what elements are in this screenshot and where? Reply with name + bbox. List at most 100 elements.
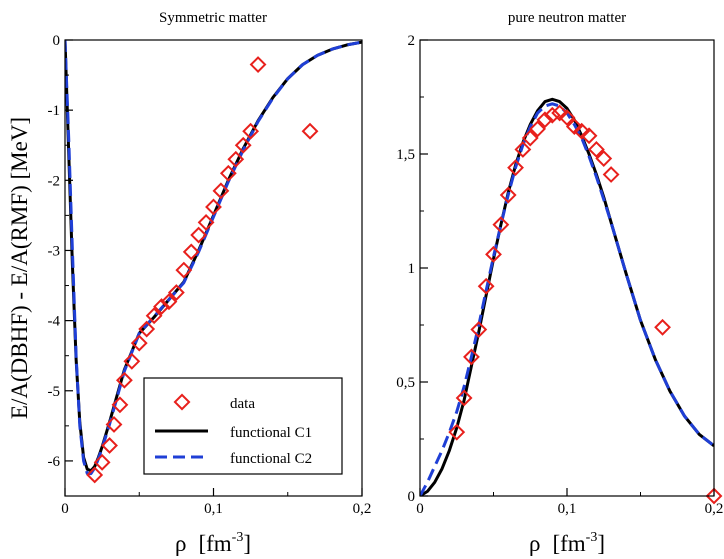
data-point-neutron <box>580 127 598 145</box>
chart-panel-neutron: pure neutron matter 0 0,1 0,2 0 0,5 1 1,5 2 ρ [… <box>396 10 723 556</box>
data-point-neutron <box>499 186 517 204</box>
data-point-neutron <box>529 120 547 138</box>
data-point-symmetric <box>93 453 111 471</box>
y-tick-label-symmetric-3: -3 <box>48 243 61 259</box>
chart-panel-symmetric: Symmetric matter 0 0,1 0,2 0 -1 -2 -3 -4 -5 -6 ρ… <box>48 10 372 556</box>
data-point-neutron <box>551 104 569 122</box>
y-axis-label: E/A(DBHF) - E/A(RMF) [MeV] <box>7 117 32 419</box>
data-point-symmetric <box>190 226 208 244</box>
y-tick-label-symmetric-0: 0 <box>53 33 61 49</box>
plot-frame-symmetric <box>64 39 363 497</box>
legend-data-marker <box>173 393 191 411</box>
y-tick-label-neutron-1: 0,5 <box>396 375 415 391</box>
data-point-neutron <box>448 423 466 441</box>
data-point-neutron <box>536 111 554 129</box>
x-axis-label-unit-symmetric: [fm <box>198 531 231 556</box>
legend-data-label: data <box>230 396 255 412</box>
x-axis-ticks-neutron: 0 0,1 0,2 <box>416 488 723 517</box>
y-tick-label-neutron-3: 1,5 <box>396 147 415 163</box>
series-lines-neutron <box>420 97 714 496</box>
y-axis-ticks-symmetric: 0 -1 -2 -3 -4 -5 -6 <box>48 33 73 470</box>
y-tick-label-neutron-0: 0 <box>408 489 416 505</box>
data-point-symmetric <box>242 122 260 140</box>
data-point-neutron <box>587 141 605 158</box>
data-point-neutron <box>477 277 495 295</box>
data-point-symmetric <box>105 416 123 433</box>
x-axis-ticks-symmetric: 0 0,1 0,2 <box>61 488 371 517</box>
data-point-neutron <box>595 150 613 167</box>
x-tick-label-symmetric-0: 0 <box>61 501 69 517</box>
legend-c2-label: functional C2 <box>230 451 312 467</box>
x-tick-label-neutron-0: 0 <box>416 501 424 517</box>
data-point-symmetric <box>205 198 222 216</box>
x-tick-label-symmetric-1: 0,1 <box>204 501 223 517</box>
legend-c1-label: functional C1 <box>230 425 312 441</box>
data-points-neutron <box>448 104 723 505</box>
data-point-symmetric <box>115 371 133 389</box>
data-point-symmetric <box>197 213 215 231</box>
data-points-symmetric <box>86 56 319 484</box>
data-point-symmetric <box>145 307 163 325</box>
series-line-neutron-c1 <box>420 97 714 496</box>
x-axis-label-close-symmetric: ] <box>243 531 251 556</box>
data-point-neutron <box>463 348 480 366</box>
data-point-symmetric <box>234 136 252 154</box>
data-point-neutron <box>521 129 539 147</box>
x-axis-label-symmetric: ρ [fm-3] <box>175 530 251 556</box>
y-tick-label-symmetric-1: -1 <box>48 103 61 119</box>
y-tick-label-symmetric-6: -6 <box>48 454 61 470</box>
x-axis-label-exp-neutron: -3 <box>586 530 598 545</box>
data-point-neutron <box>573 122 591 140</box>
data-point-symmetric <box>138 320 156 338</box>
data-point-neutron <box>602 166 620 183</box>
y-tick-label-symmetric-5: -5 <box>48 384 61 400</box>
data-point-symmetric <box>249 56 267 73</box>
data-point-symmetric <box>123 352 141 370</box>
x-axis-label-rho-neutron: ρ <box>529 531 540 556</box>
data-point-symmetric <box>101 437 118 454</box>
data-point-symmetric <box>153 298 170 315</box>
x-axis-label-rho-symmetric: ρ <box>175 531 186 556</box>
data-point-neutron <box>558 109 576 126</box>
x-tick-label-neutron-2: 0,2 <box>705 501 724 517</box>
x-axis-label-unit-neutron: [fm <box>552 531 585 556</box>
y-tick-label-symmetric-2: -2 <box>48 173 61 189</box>
data-point-symmetric <box>182 243 200 261</box>
y-tick-label-symmetric-4: -4 <box>48 314 61 330</box>
x-tick-label-symmetric-2: 0,2 <box>353 501 372 517</box>
series-lines-symmetric <box>65 40 362 476</box>
x-tick-label-neutron-1: 0,1 <box>558 501 577 517</box>
x-axis-label-close-neutron: ] <box>597 531 605 556</box>
data-point-symmetric <box>175 261 193 279</box>
data-point-neutron <box>470 321 488 338</box>
series-line-neutron-c2 <box>420 102 714 496</box>
legend: data functional C1 functional C2 <box>143 377 343 475</box>
data-point-symmetric <box>130 334 148 352</box>
y-tick-label-neutron-2: 1 <box>408 261 416 277</box>
data-point-symmetric <box>167 284 185 301</box>
data-point-symmetric <box>219 164 237 182</box>
y-tick-label-neutron-4: 2 <box>408 33 416 49</box>
data-point-neutron <box>485 245 502 263</box>
data-point-neutron <box>705 487 723 505</box>
data-point-neutron <box>543 106 561 124</box>
data-point-neutron <box>507 159 524 177</box>
chart-title-neutron: pure neutron matter <box>508 10 626 26</box>
data-point-neutron <box>565 118 583 136</box>
data-point-symmetric <box>86 466 104 484</box>
data-point-symmetric <box>160 293 178 311</box>
x-axis-label-neutron: ρ [fm-3] <box>529 530 605 556</box>
y-axis-ticks-neutron: 0 0,5 1 1,5 2 <box>396 33 428 505</box>
data-point-symmetric <box>212 182 230 200</box>
data-point-neutron <box>654 318 671 336</box>
data-point-neutron <box>455 389 473 407</box>
data-point-symmetric <box>227 150 245 168</box>
plot-frame-neutron <box>419 39 715 497</box>
data-point-neutron <box>514 141 532 158</box>
data-point-symmetric <box>301 122 319 140</box>
data-point-neutron <box>492 216 510 234</box>
x-axis-label-exp-symmetric: -3 <box>232 530 244 545</box>
data-point-symmetric <box>111 396 129 414</box>
chart-title-symmetric: Symmetric matter <box>159 10 267 26</box>
